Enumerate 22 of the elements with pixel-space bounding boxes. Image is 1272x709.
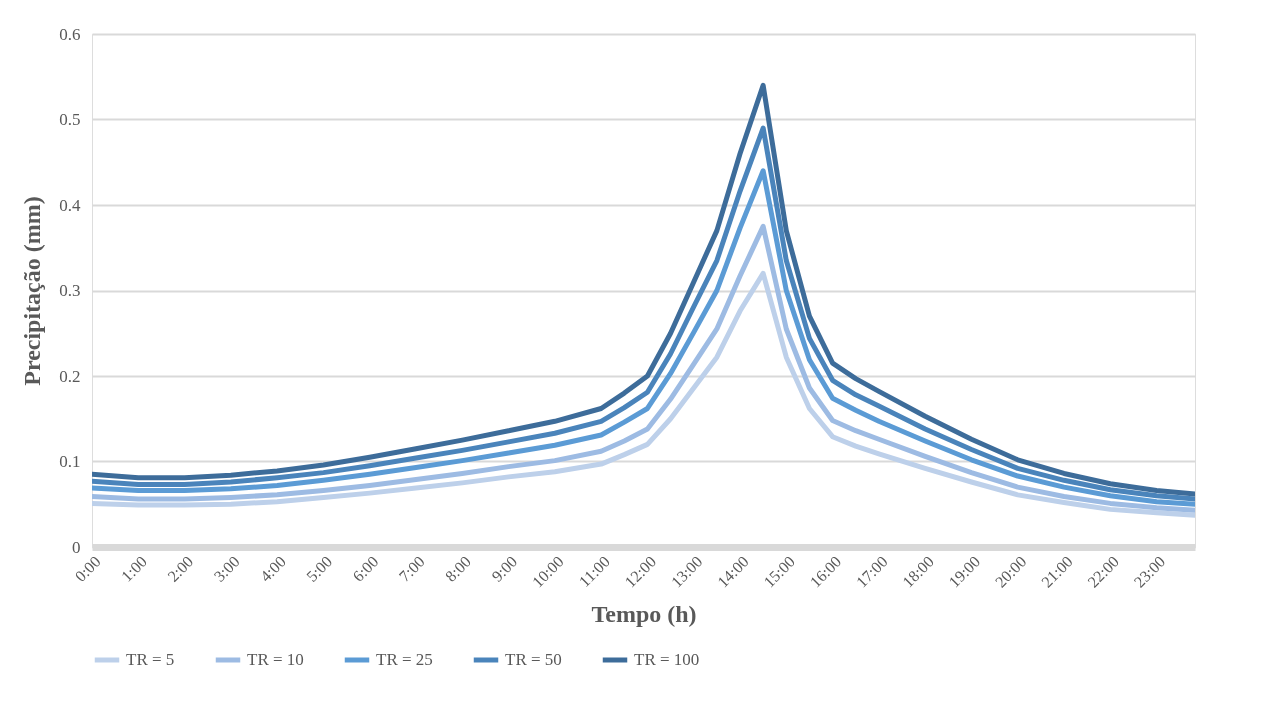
legend-label: TR = 100 <box>634 650 700 669</box>
y-tick-label: 0.5 <box>59 110 81 129</box>
legend-label: TR = 10 <box>247 650 304 669</box>
legend-label: TR = 50 <box>505 650 562 669</box>
y-tick-label: 0.3 <box>59 281 81 300</box>
y-tick-label: 0.4 <box>59 195 81 215</box>
y-tick-label: 0.6 <box>59 24 81 44</box>
x-tick-label: 3:00 <box>210 552 243 585</box>
x-tick-label: 8:00 <box>441 552 475 585</box>
x-tick-label: 6:00 <box>349 552 382 585</box>
x-axis-title: Tempo (h) <box>591 600 697 627</box>
legend-label: TR = 25 <box>376 650 433 669</box>
y-tick-label: 0.1 <box>59 452 81 471</box>
x-tick-label: 7:00 <box>395 552 428 585</box>
y-tick-label: 0.2 <box>59 366 81 386</box>
x-tick-label: 9:00 <box>488 552 521 585</box>
x-tick-label: 5:00 <box>303 552 336 585</box>
x-tick-label: 2:00 <box>164 552 197 585</box>
legend-label: TR = 5 <box>126 650 175 669</box>
x-tick-label: 1:00 <box>117 552 151 585</box>
y-axis-title: Precipitação (mm) <box>19 196 46 386</box>
x-tick-label: 4:00 <box>256 552 289 585</box>
